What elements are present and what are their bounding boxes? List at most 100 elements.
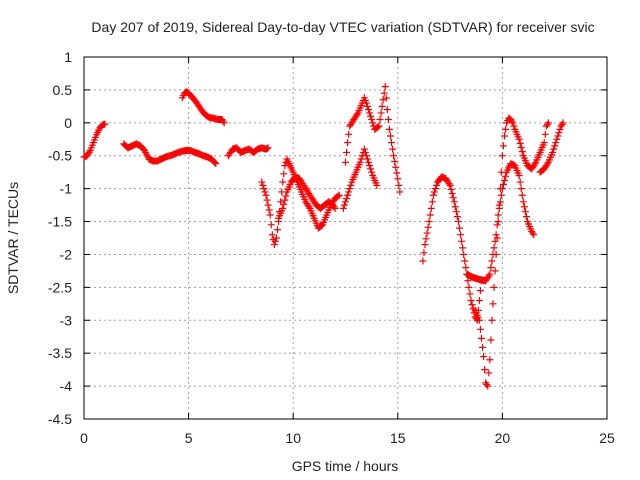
data-point — [483, 380, 491, 388]
data-point — [550, 145, 558, 153]
data-point — [376, 116, 384, 124]
data-point — [420, 249, 428, 257]
data-point — [365, 158, 373, 166]
y-tick-label: -4.5 — [48, 411, 72, 427]
data-point — [362, 152, 370, 160]
data-point — [466, 290, 474, 298]
data-point — [508, 117, 516, 125]
data-point — [459, 244, 467, 252]
data-point — [515, 135, 523, 143]
data-point — [264, 201, 272, 209]
data-point — [529, 229, 537, 237]
series-arc-f — [275, 173, 339, 222]
data-point — [394, 175, 402, 183]
data-point — [344, 139, 352, 147]
data-point — [264, 144, 272, 152]
data-point — [480, 352, 488, 360]
data-point — [279, 204, 287, 212]
data-point — [492, 231, 500, 239]
data-point — [220, 119, 228, 127]
data-point — [344, 191, 352, 199]
series-arc-h — [339, 145, 381, 212]
data-point — [446, 181, 454, 189]
data-point — [457, 231, 465, 239]
y-tick-labels: 1 0.5 0 -0.5 -1 -1.5 -2 -2.5 -3 -3.5 -4 -4.5 — [48, 49, 72, 427]
data-point — [339, 204, 347, 212]
data-point — [335, 191, 343, 199]
data-point — [502, 172, 510, 180]
data-point — [375, 122, 383, 130]
data-point — [377, 109, 385, 117]
data-point — [516, 178, 524, 186]
series-arc-k — [471, 114, 552, 390]
data-point — [493, 234, 501, 242]
data-point — [334, 192, 342, 200]
data-point — [368, 168, 376, 176]
y-tick-label: -4 — [60, 378, 73, 394]
data-point — [365, 106, 373, 114]
series-arc-i — [419, 173, 485, 324]
data-point — [510, 122, 518, 130]
data-point — [497, 191, 505, 199]
data-point — [489, 300, 497, 308]
data-point — [342, 198, 349, 206]
data-point — [464, 277, 472, 285]
data-point — [380, 89, 388, 97]
data-point — [521, 208, 529, 216]
data-point — [516, 139, 524, 147]
data-point — [520, 203, 528, 211]
data-point — [475, 297, 483, 305]
data-points — [80, 83, 567, 390]
data-point — [340, 201, 348, 209]
data-point — [423, 229, 431, 237]
data-point — [518, 148, 526, 156]
data-point — [493, 221, 501, 229]
data-point — [268, 231, 276, 239]
data-point — [378, 102, 386, 110]
series-arc-g — [342, 83, 404, 196]
plot-frame — [83, 56, 608, 420]
axis-ticks — [83, 56, 608, 420]
data-point — [500, 176, 508, 184]
data-point — [468, 301, 476, 309]
data-point — [517, 185, 525, 193]
data-point — [488, 257, 496, 265]
data-point — [366, 162, 374, 170]
data-point — [367, 112, 375, 120]
data-point — [541, 130, 549, 138]
data-point — [544, 119, 552, 127]
data-point — [419, 257, 427, 265]
data-point — [530, 231, 538, 239]
chart-title: Day 207 of 2019, Sidereal Day-to-day VTE… — [91, 19, 594, 35]
data-point — [429, 191, 437, 199]
x-tick-label: 25 — [599, 430, 615, 446]
data-point — [369, 119, 377, 127]
data-point — [282, 192, 290, 200]
data-point — [422, 235, 430, 243]
data-point — [263, 196, 271, 204]
data-point — [554, 132, 562, 140]
data-point — [396, 188, 404, 196]
data-point — [391, 157, 399, 165]
data-point — [496, 185, 504, 193]
data-point — [366, 109, 374, 117]
data-point — [281, 196, 289, 204]
data-point — [497, 168, 505, 176]
data-point — [552, 139, 560, 147]
data-point — [460, 250, 468, 258]
data-point — [543, 160, 551, 168]
data-point — [476, 287, 484, 295]
data-point — [361, 148, 369, 156]
data-point — [259, 181, 267, 189]
data-point — [515, 171, 523, 179]
data-point — [212, 160, 220, 168]
data-point — [492, 250, 500, 258]
data-point — [345, 188, 353, 196]
data-point — [379, 96, 387, 104]
data-point — [485, 272, 493, 280]
data-point — [494, 218, 502, 226]
y-tick-label: 0.5 — [53, 82, 73, 98]
data-point — [393, 169, 401, 177]
data-point — [390, 152, 398, 160]
